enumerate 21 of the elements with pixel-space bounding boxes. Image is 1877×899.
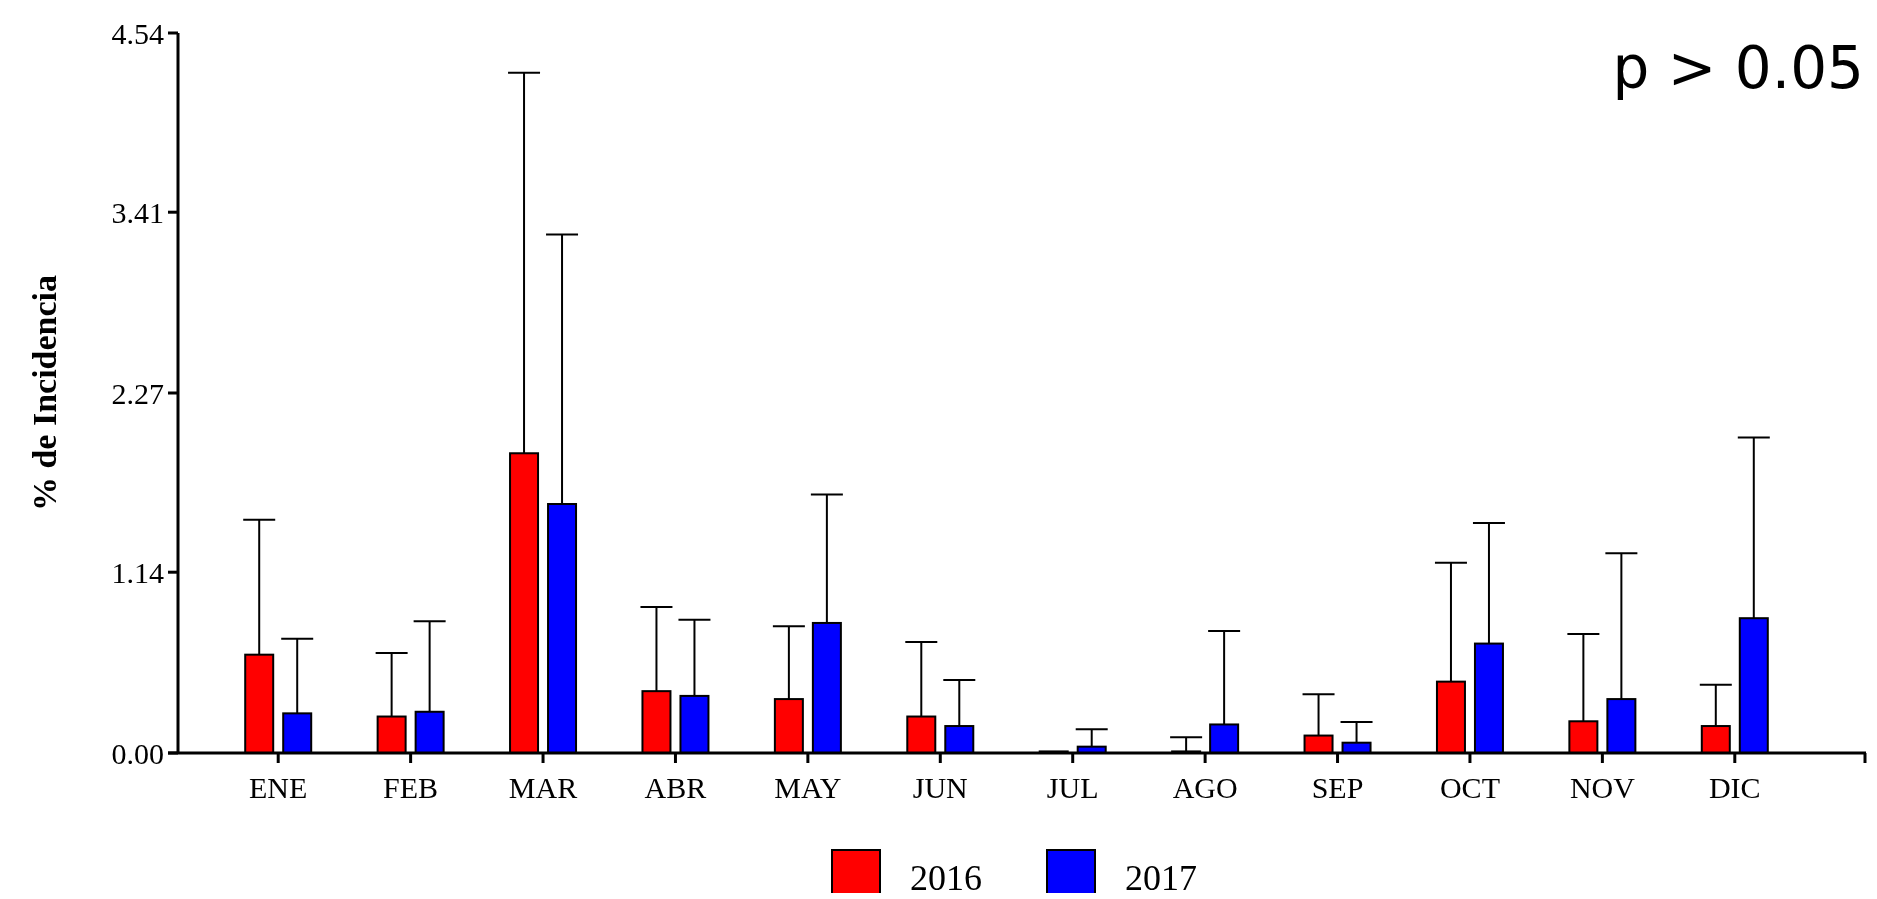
x-tick-label: ABR: [644, 771, 707, 804]
x-tick-label: MAY: [774, 771, 842, 804]
x-tick-label: DIC: [1708, 771, 1761, 804]
legend-label: 2016: [910, 858, 982, 898]
x-tick-label: JUL: [1046, 771, 1099, 804]
legend-label: 2017: [1125, 858, 1197, 898]
x-tick-label: FEB: [383, 771, 439, 804]
x-tick-label: JUN: [912, 771, 968, 804]
annotation: p > 0.05: [1612, 34, 1864, 102]
y-tick-label: 0.00: [111, 736, 164, 770]
y-tick-label: 2.27: [111, 376, 164, 410]
x-tick-label: MAR: [508, 771, 578, 804]
x-tick-label: NOV: [1569, 771, 1636, 804]
x-tick-label: AGO: [1172, 771, 1238, 804]
x-tick-label: SEP: [1311, 771, 1364, 804]
x-tick-label: ENE: [249, 771, 308, 804]
y-axis-title: % de Incidencia: [26, 274, 63, 512]
y-tick-label: 4.54: [111, 16, 164, 50]
y-tick-label: 1.14: [111, 555, 164, 589]
y-tick-label: 3.41: [111, 195, 164, 229]
x-tick-label: OCT: [1439, 771, 1500, 804]
